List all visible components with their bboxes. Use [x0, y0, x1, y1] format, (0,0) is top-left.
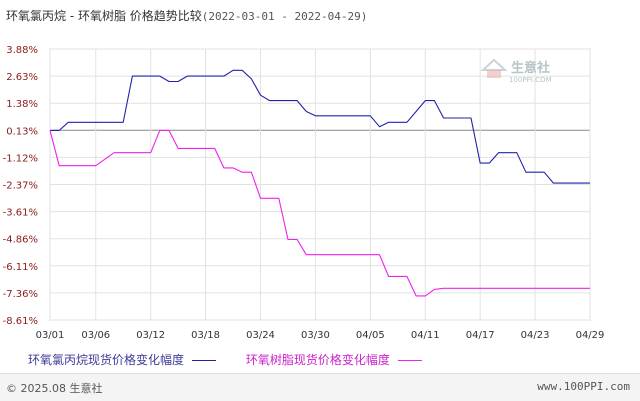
chart-legend: 环氧氯丙烷现货价格变化幅度 环氧树脂现货价格变化幅度 [28, 351, 448, 368]
footer-site-link[interactable]: www.100PPI.com [537, 380, 630, 393]
series-line-epichlorohydrin [50, 69, 590, 184]
watermark-logo: 生意社 100PPI.COM [480, 58, 552, 84]
x-axis-ticks: 03/01 03/06 03/12 03/18 03/24 03/30 04/05 04/11… [36, 330, 605, 341]
y-tick-label: -2.37% [3, 181, 38, 192]
x-tick-label: 03/18 [191, 330, 220, 341]
y-tick-label: -7.36% [3, 289, 38, 300]
house-body-icon [487, 70, 501, 78]
chart-date-range: (2022-03-01 - 2022-04-29) [201, 10, 368, 23]
legend-swatch-epoxy-resin [397, 360, 422, 361]
footer-copyright: © 2025.08 生意社 [6, 382, 103, 395]
x-tick-label: 03/30 [301, 330, 330, 341]
legend-swatch-epichlorohydrin [192, 360, 217, 361]
legend-item-epoxy-resin: 环氧树脂现货价格变化幅度 [246, 351, 422, 368]
x-tick-label: 04/17 [466, 330, 495, 341]
legend-label-epichlorohydrin: 环氧氯丙烷现货价格变化幅度 [28, 353, 185, 367]
y-tick-label: -1.12% [3, 153, 38, 164]
y-tick-label: -4.86% [3, 235, 38, 246]
x-tick-label: 03/01 [36, 330, 65, 341]
y-axis-ticks: 3.88% 2.63% 1.38% 0.13% -1.12% -2.37% -3.61% -4… [3, 45, 38, 327]
y-tick-label: 1.38% [6, 99, 38, 110]
footer-bar: © 2025.08 生意社 www.100PPI.com [0, 373, 640, 401]
x-tick-label: 04/05 [356, 330, 385, 341]
y-tick-label: -6.11% [3, 262, 38, 273]
series-line-epoxy-resin [49, 129, 590, 297]
y-tick-label: 0.13% [6, 126, 38, 137]
y-tick-label: -3.61% [3, 208, 38, 219]
x-tick-label: 04/29 [576, 330, 605, 341]
watermark-url: 100PPI.COM [509, 76, 552, 84]
chart-title: 环氧氯丙烷 - 环氧树脂 价格趋势比较(2022-03-01 - 2022-04… [6, 7, 367, 24]
y-tick-label: -8.61% [3, 316, 38, 327]
x-tick-label: 04/23 [521, 330, 550, 341]
legend-label-epoxy-resin: 环氧树脂现货价格变化幅度 [245, 353, 390, 367]
legend-item-epichlorohydrin: 环氧氯丙烷现货价格变化幅度 [28, 351, 217, 368]
watermark-brand: 生意社 [511, 60, 550, 76]
chart-series [49, 69, 590, 297]
x-tick-label: 03/24 [246, 330, 275, 341]
chart-title-text: 环氧氯丙烷 - 环氧树脂 价格趋势比较 [6, 9, 202, 23]
x-tick-label: 04/11 [411, 330, 440, 341]
x-tick-label: 03/06 [81, 330, 110, 341]
x-tick-label: 03/12 [136, 330, 165, 341]
y-tick-label: 3.88% [6, 45, 38, 56]
y-tick-label: 2.63% [6, 72, 38, 83]
chart-grid [49, 48, 591, 321]
